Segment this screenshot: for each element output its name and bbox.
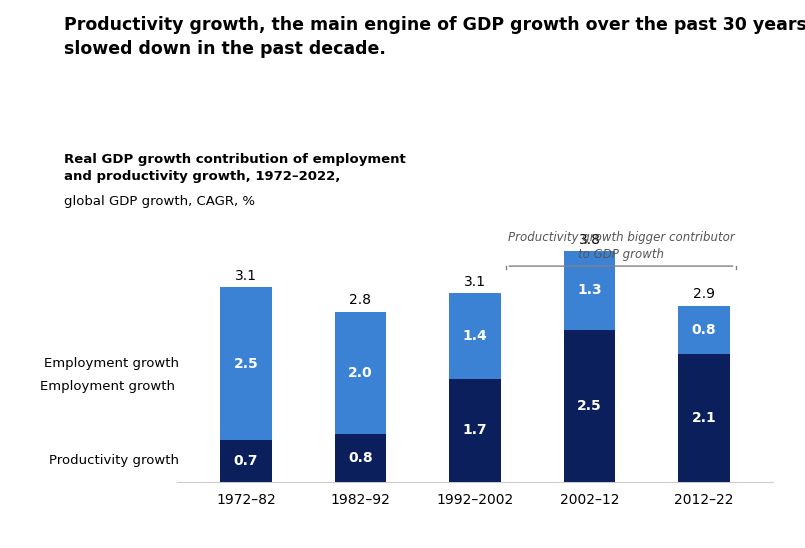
Text: 3.1: 3.1 [235, 269, 257, 283]
Bar [220, 287, 271, 439]
Text: 2.0: 2.0 [348, 366, 373, 380]
Text: Productivity growth: Productivity growth [49, 454, 180, 467]
Text: 1.3: 1.3 [577, 283, 602, 298]
Bar [679, 355, 730, 482]
Text: Employment growth: Employment growth [44, 357, 180, 370]
Bar [335, 433, 386, 482]
Text: 2.9: 2.9 [693, 287, 715, 301]
Bar [335, 312, 386, 433]
Bar [449, 294, 501, 379]
Text: 2.1: 2.1 [691, 412, 716, 425]
Text: 0.8: 0.8 [348, 451, 373, 465]
Text: 2.8: 2.8 [349, 294, 371, 307]
Text: 1.4: 1.4 [463, 329, 487, 343]
Text: 2.5: 2.5 [233, 357, 258, 370]
Text: global GDP growth, CAGR, %: global GDP growth, CAGR, % [64, 195, 255, 208]
Text: 2.5: 2.5 [577, 399, 602, 413]
Text: Productivity growth bigger contributor
to GDP growth: Productivity growth bigger contributor t… [508, 231, 734, 261]
Text: Productivity growth, the main engine of GDP growth over the past 30 years,
slowe: Productivity growth, the main engine of … [64, 16, 805, 58]
Bar [220, 439, 271, 482]
Text: 0.8: 0.8 [691, 323, 716, 337]
Text: 0.7: 0.7 [233, 454, 258, 468]
Text: 3.1: 3.1 [464, 275, 486, 289]
Bar [564, 251, 615, 330]
Text: 1.7: 1.7 [463, 424, 487, 437]
Text: 3.8: 3.8 [579, 232, 601, 247]
Bar [679, 306, 730, 355]
Bar [449, 379, 501, 482]
Bar [564, 330, 615, 482]
Text: Employment growth: Employment growth [39, 380, 175, 393]
Text: Real GDP growth contribution of employment
and productivity growth, 1972–2022,: Real GDP growth contribution of employme… [64, 153, 407, 184]
